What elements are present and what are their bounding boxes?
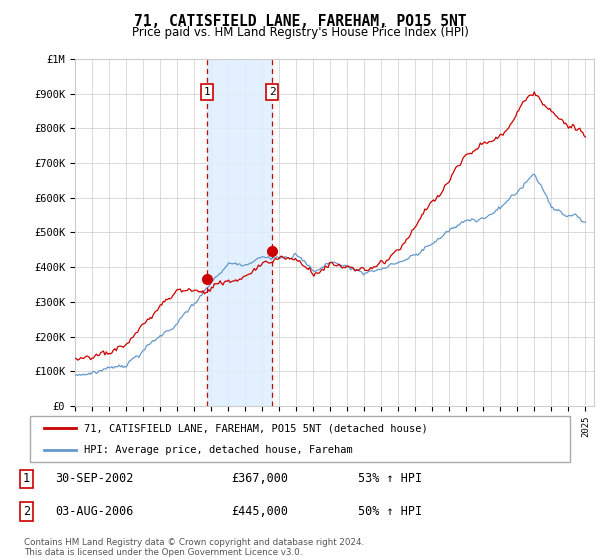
Text: 50% ↑ HPI: 50% ↑ HPI bbox=[358, 505, 422, 517]
Bar bbox=[207, 59, 272, 406]
Text: 1: 1 bbox=[203, 87, 210, 97]
Text: 2: 2 bbox=[269, 87, 275, 97]
Text: £445,000: £445,000 bbox=[231, 505, 288, 517]
Text: Price paid vs. HM Land Registry's House Price Index (HPI): Price paid vs. HM Land Registry's House … bbox=[131, 26, 469, 39]
Text: 71, CATISFIELD LANE, FAREHAM, PO15 5NT (detached house): 71, CATISFIELD LANE, FAREHAM, PO15 5NT (… bbox=[84, 423, 428, 433]
Text: Contains HM Land Registry data © Crown copyright and database right 2024.
This d: Contains HM Land Registry data © Crown c… bbox=[24, 538, 364, 557]
Text: 03-AUG-2006: 03-AUG-2006 bbox=[55, 505, 134, 517]
Text: £367,000: £367,000 bbox=[231, 473, 288, 486]
FancyBboxPatch shape bbox=[30, 416, 570, 462]
Text: 1: 1 bbox=[23, 473, 30, 486]
Text: 71, CATISFIELD LANE, FAREHAM, PO15 5NT: 71, CATISFIELD LANE, FAREHAM, PO15 5NT bbox=[134, 14, 466, 29]
Text: 30-SEP-2002: 30-SEP-2002 bbox=[55, 473, 134, 486]
Text: 53% ↑ HPI: 53% ↑ HPI bbox=[358, 473, 422, 486]
Text: 2: 2 bbox=[23, 505, 30, 517]
Text: HPI: Average price, detached house, Fareham: HPI: Average price, detached house, Fare… bbox=[84, 445, 353, 455]
